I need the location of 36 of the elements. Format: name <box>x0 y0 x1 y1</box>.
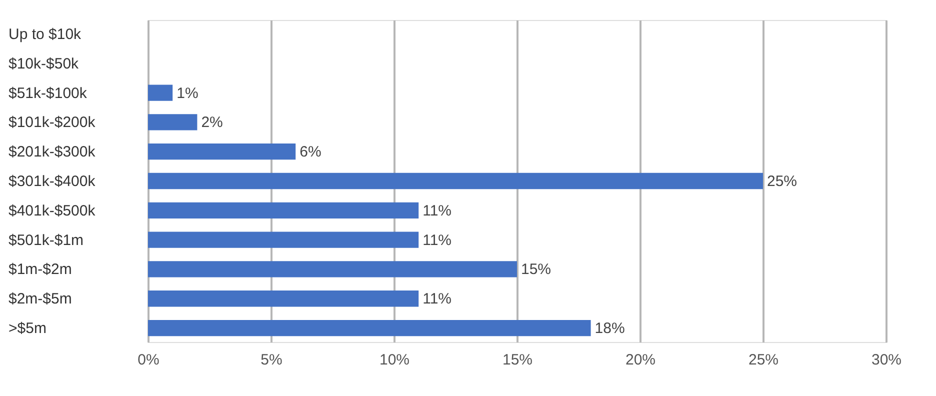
y-tick-label: $301k-$400k <box>8 173 96 190</box>
x-tick-label: 5% <box>260 352 282 368</box>
bar <box>148 320 591 336</box>
y-tick-label: $501k-$1m <box>8 232 84 249</box>
bar <box>148 114 198 130</box>
y-tick-label: $1m-$2m <box>8 261 72 278</box>
y-tick-label: $51k-$100k <box>8 84 88 102</box>
bar <box>148 232 419 248</box>
y-tick-label: >$5m <box>8 320 46 338</box>
y-tick-label: $401k-$500k <box>8 202 96 220</box>
data-label: 25% <box>767 173 798 190</box>
x-tick-label: 30% <box>871 352 902 368</box>
x-tick-label: 0% <box>138 352 160 368</box>
data-label: 11% <box>422 202 452 220</box>
bar <box>148 144 296 160</box>
data-label: 15% <box>521 261 552 278</box>
data-label: 1% <box>176 84 198 102</box>
bar <box>148 290 419 307</box>
y-tick-label: Up to $10k <box>8 26 82 43</box>
x-tick-label: 25% <box>748 352 779 368</box>
data-label: 2% <box>201 114 223 132</box>
y-tick-label: $10k-$50k <box>8 55 80 72</box>
y-tick-label: $101k-$200k <box>8 114 96 132</box>
x-tick-label: 15% <box>502 352 533 368</box>
x-tick-label: 10% <box>379 352 410 368</box>
bar <box>148 84 173 101</box>
data-label: 11% <box>422 232 452 249</box>
bar <box>148 261 517 278</box>
bar <box>148 172 763 190</box>
y-tick-label: $2m-$5m <box>8 290 72 308</box>
data-label: 6% <box>300 144 322 161</box>
data-label: 11% <box>422 290 452 308</box>
bar <box>148 202 419 218</box>
data-label: 18% <box>594 320 625 338</box>
x-tick-label: 20% <box>625 352 656 368</box>
y-tick-label: $201k-$300k <box>8 144 96 161</box>
